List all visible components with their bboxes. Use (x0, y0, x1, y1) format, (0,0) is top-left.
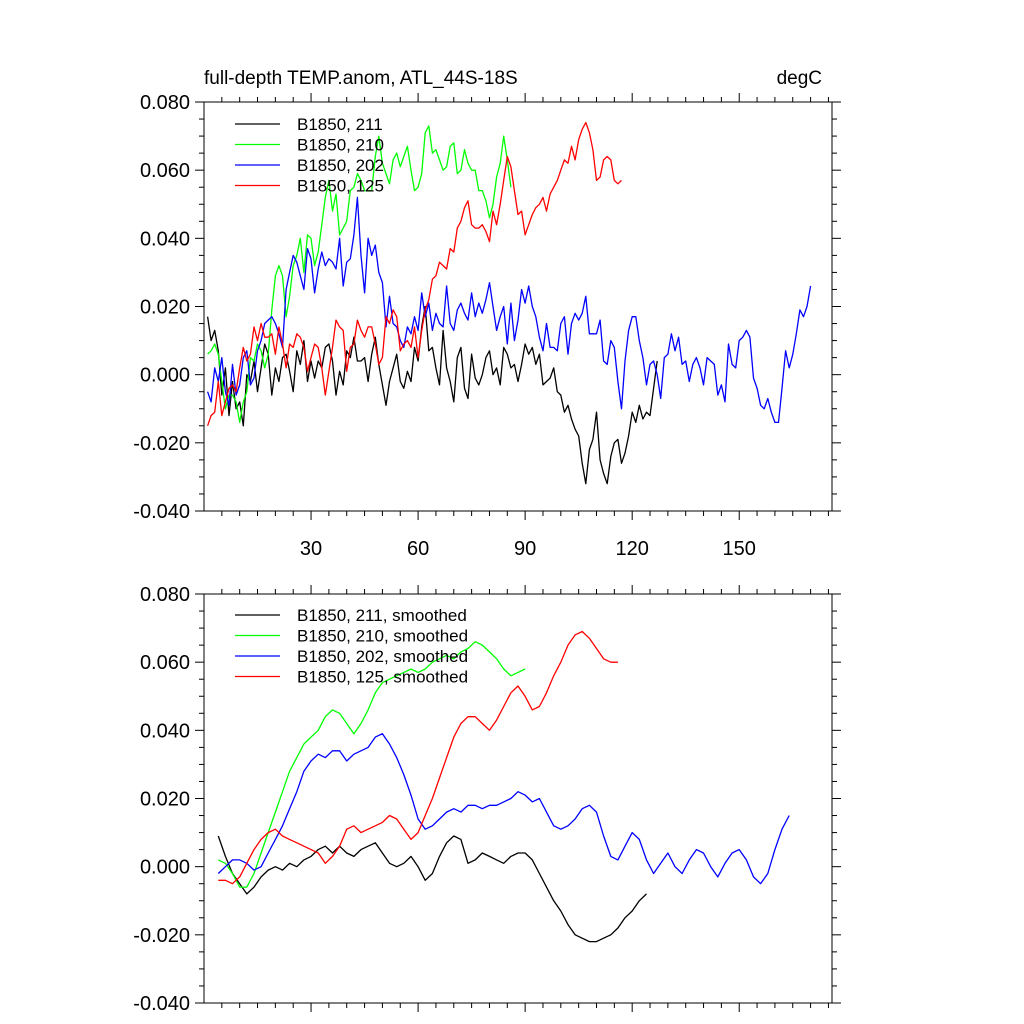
y-tick-label: 0.080 (140, 584, 190, 606)
x-tick-label: 30 (300, 538, 322, 560)
y-tick-label: 0.060 (140, 160, 190, 182)
y-tick-label: 0.040 (140, 228, 190, 250)
y-tick-label: 0.080 (140, 92, 190, 114)
legend-label: B1850, 210, smoothed (297, 627, 468, 646)
y-tick-label: -0.020 (133, 925, 190, 947)
top-panel: -0.040 -0.020 0.000 0.020 0.040 0.060 0.080 30 6… (133, 92, 841, 560)
legend-label: B1850, 211 (297, 115, 383, 134)
series-line-1 (217, 835, 647, 943)
y-tick-label: -0.020 (133, 433, 190, 455)
series-line-3 (217, 733, 790, 885)
legend-label: B1850, 125, smoothed (297, 668, 468, 687)
legend-label: B1850, 202, smoothed (297, 647, 468, 666)
y-axis: -0.040 -0.020 0.000 0.020 0.040 0.060 0.080 (133, 584, 841, 1015)
y-tick-label: 0.000 (140, 857, 190, 879)
x-tick-label: 60 (407, 538, 429, 560)
x-tick-label: 120 (615, 538, 648, 560)
units-label: degC (777, 68, 822, 89)
legend-label: B1850, 210 (297, 136, 384, 155)
legend-label: B1850, 211, smoothed (297, 606, 467, 625)
y-tick-label: 0.060 (140, 652, 190, 674)
series-line-2 (218, 641, 526, 888)
legend-label: B1850, 125 (297, 177, 384, 196)
x-axis: 30 60 90 120 150 (221, 93, 829, 560)
series-line-1 (206, 305, 658, 485)
y-tick-label: -0.040 (133, 993, 190, 1015)
series-line-4 (206, 121, 622, 427)
y-tick-label: 0.020 (140, 297, 190, 319)
series-line-2 (207, 125, 512, 424)
x-tick-label: 150 (723, 538, 756, 560)
legend: B1850, 211, smoothed B1850, 210, smoothed… (235, 606, 468, 687)
series-line-4 (218, 630, 618, 885)
x-axis (221, 585, 829, 1012)
y-axis: -0.040 -0.020 0.000 0.020 0.040 0.060 0.080 (133, 92, 841, 523)
legend-label: B1850, 202 (297, 156, 384, 175)
y-tick-label: 0.000 (140, 365, 190, 387)
y-tick-label: 0.040 (140, 720, 190, 742)
y-tick-label: 0.020 (140, 789, 190, 811)
y-tick-label: -0.040 (133, 501, 190, 523)
chart-title: full-depth TEMP.anom, ATL_44S-18S (204, 68, 518, 89)
x-tick-label: 90 (514, 538, 536, 560)
series-line-3 (206, 196, 812, 424)
bottom-panel: -0.040 -0.020 0.000 0.020 0.040 0.060 0.080 B18… (133, 584, 841, 1015)
